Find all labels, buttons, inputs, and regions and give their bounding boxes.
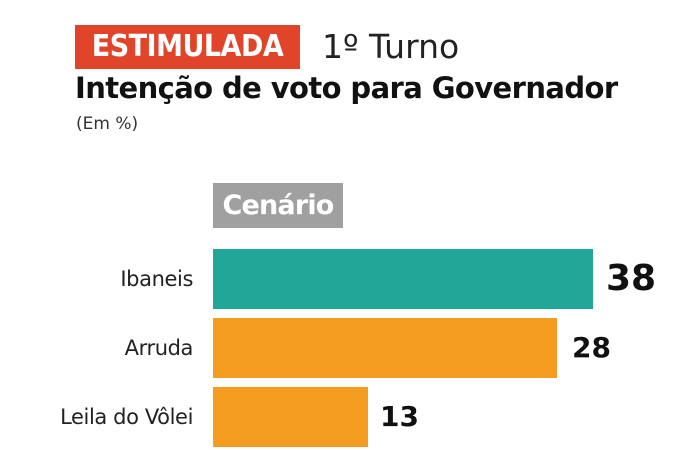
bar-leila <box>213 387 368 447</box>
bar-row-arruda: Arruda 28 <box>0 318 675 378</box>
bar-ibaneis <box>213 249 593 309</box>
bar-label: Ibaneis <box>120 267 193 291</box>
bar-value: 28 <box>572 331 611 364</box>
bar-row-leila: Leila do Vôlei 13 <box>0 387 675 447</box>
round-label: 1º Turno <box>322 27 460 66</box>
scenario-badge: Cenário III <box>213 183 343 266</box>
bar-value: 38 <box>606 258 657 299</box>
chart-title: Intenção de voto para Governador <box>75 71 618 105</box>
bar-arruda <box>213 318 557 378</box>
estimulada-badge: ESTIMULADA <box>75 25 300 69</box>
bar-label: Leila do Vôlei <box>60 405 193 429</box>
bar-value: 13 <box>380 400 419 433</box>
unit-label: (Em %) <box>76 114 139 134</box>
bar-label: Arruda <box>124 336 194 360</box>
bar-row-ibaneis: Ibaneis 38 <box>0 249 675 309</box>
